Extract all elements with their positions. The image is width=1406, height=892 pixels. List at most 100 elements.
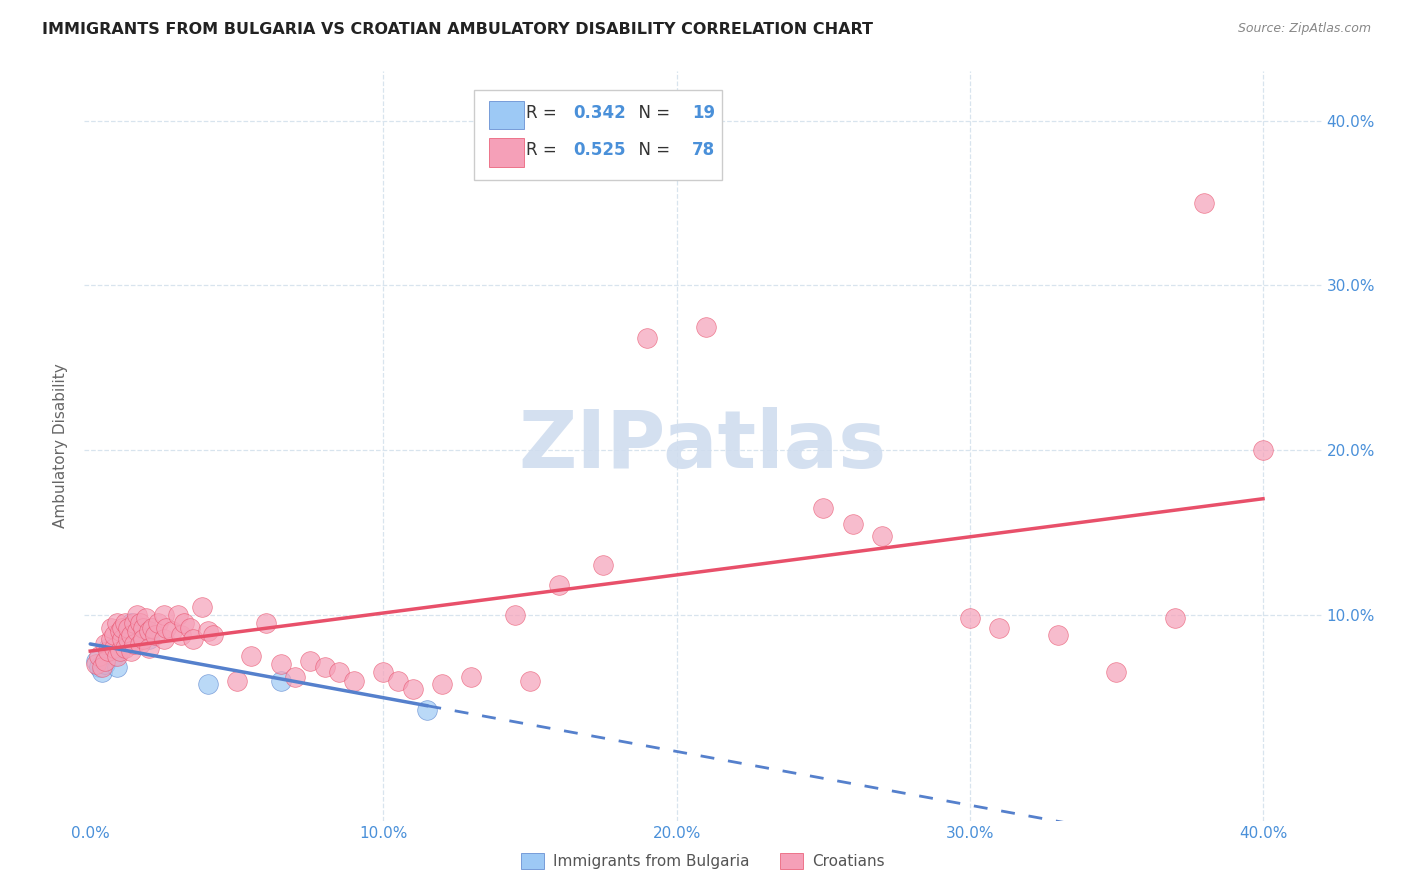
Point — [111, 624, 134, 639]
Point — [179, 621, 201, 635]
Point — [91, 665, 114, 680]
Point — [162, 624, 184, 639]
Point — [87, 660, 110, 674]
Point — [117, 621, 139, 635]
Text: 0.525: 0.525 — [574, 141, 626, 159]
Point — [97, 644, 120, 658]
Point — [127, 624, 149, 639]
Point — [87, 648, 110, 663]
Point — [120, 627, 142, 641]
Point — [146, 615, 169, 630]
Point — [373, 665, 395, 680]
Point — [105, 648, 128, 663]
Point — [100, 632, 122, 647]
Point — [152, 607, 174, 622]
Point — [1046, 627, 1069, 641]
Point — [225, 673, 247, 688]
Point — [103, 648, 125, 663]
Point — [114, 615, 136, 630]
Point — [181, 632, 204, 647]
Text: N =: N = — [627, 141, 675, 159]
Point — [841, 517, 863, 532]
Point — [173, 615, 195, 630]
Y-axis label: Ambulatory Disability: Ambulatory Disability — [53, 364, 69, 528]
Text: R =: R = — [526, 103, 562, 121]
Point — [100, 644, 122, 658]
Point — [94, 654, 117, 668]
Point — [94, 637, 117, 651]
Point — [328, 665, 350, 680]
Point — [190, 599, 212, 614]
Point — [870, 529, 893, 543]
Point — [254, 615, 277, 630]
Point — [152, 632, 174, 647]
Point — [167, 607, 190, 622]
Point — [117, 621, 139, 635]
Point — [108, 637, 131, 651]
Point — [270, 657, 292, 672]
Point — [103, 627, 125, 641]
Point — [111, 621, 134, 635]
Point — [202, 627, 225, 641]
Point — [129, 637, 152, 651]
FancyBboxPatch shape — [489, 101, 523, 129]
Point — [132, 632, 155, 647]
Point — [143, 627, 166, 641]
Point — [84, 654, 107, 668]
Text: ZIPatlas: ZIPatlas — [519, 407, 887, 485]
Text: IMMIGRANTS FROM BULGARIA VS CROATIAN AMBULATORY DISABILITY CORRELATION CHART: IMMIGRANTS FROM BULGARIA VS CROATIAN AMB… — [42, 22, 873, 37]
Point — [120, 644, 142, 658]
Point — [1194, 196, 1216, 211]
Point — [416, 703, 439, 717]
Point — [108, 644, 131, 658]
Point — [343, 673, 366, 688]
Text: 0.342: 0.342 — [574, 103, 626, 121]
Point — [695, 319, 717, 334]
Point — [105, 660, 128, 674]
Point — [114, 640, 136, 655]
Point — [284, 670, 307, 684]
Point — [270, 673, 292, 688]
Point — [430, 677, 453, 691]
Point — [402, 681, 425, 696]
Point — [460, 670, 482, 684]
Legend: Immigrants from Bulgaria, Croatians: Immigrants from Bulgaria, Croatians — [515, 847, 891, 875]
Point — [592, 558, 614, 573]
Point — [100, 621, 122, 635]
Point — [94, 657, 117, 672]
Point — [122, 632, 145, 647]
Point — [197, 624, 219, 639]
Text: Source: ZipAtlas.com: Source: ZipAtlas.com — [1237, 22, 1371, 36]
Point — [240, 648, 263, 663]
Point — [117, 632, 139, 647]
Point — [314, 660, 336, 674]
Text: 78: 78 — [692, 141, 716, 159]
Text: N =: N = — [627, 103, 675, 121]
Point — [84, 657, 107, 672]
Point — [129, 615, 152, 630]
Text: 19: 19 — [692, 103, 716, 121]
Point — [138, 640, 160, 655]
Point — [114, 627, 136, 641]
Point — [387, 673, 409, 688]
Point — [197, 677, 219, 691]
Point — [132, 621, 155, 635]
Point — [97, 640, 120, 655]
Point — [135, 611, 157, 625]
Point — [519, 673, 541, 688]
Point — [141, 621, 163, 635]
Text: R =: R = — [526, 141, 562, 159]
Point — [505, 607, 527, 622]
Point — [299, 654, 322, 668]
Point — [811, 500, 834, 515]
Point — [1251, 443, 1274, 458]
Point — [636, 331, 658, 345]
Point — [105, 615, 128, 630]
Point — [108, 624, 131, 639]
Point — [1105, 665, 1128, 680]
Point — [988, 621, 1011, 635]
Point — [103, 640, 125, 655]
Point — [122, 637, 145, 651]
Point — [127, 627, 149, 641]
Point — [548, 578, 571, 592]
